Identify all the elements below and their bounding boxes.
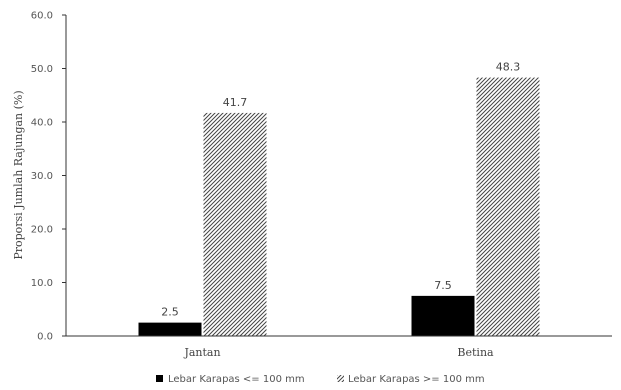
legend-swatch-1 bbox=[156, 375, 163, 382]
data-label: 48.3 bbox=[496, 61, 521, 74]
y-tick-label: 60.0 bbox=[31, 11, 53, 22]
data-label: 41.7 bbox=[223, 96, 248, 109]
bars bbox=[138, 77, 540, 336]
data-labels: 2.5 41.7 7.5 48.3 bbox=[161, 61, 520, 319]
y-tick-label: 10.0 bbox=[31, 278, 53, 289]
y-tick-label: 0.0 bbox=[37, 332, 53, 343]
bar-betina-series-1 bbox=[411, 295, 475, 336]
bar-jantan-series-2 bbox=[203, 112, 267, 336]
bar-jantan-series-1 bbox=[138, 322, 202, 336]
y-axis-label: Proporsi Jumlah Rajungan (%) bbox=[12, 90, 25, 259]
y-axis-ticks: 0.0 10.0 20.0 30.0 40.0 50.0 60.0 bbox=[31, 11, 66, 343]
y-tick-label: 30.0 bbox=[31, 171, 53, 182]
data-label: 7.5 bbox=[434, 279, 452, 292]
y-tick-label: 40.0 bbox=[31, 118, 53, 129]
legend-label-2: Lebar Karapas >= 100 mm bbox=[348, 374, 485, 385]
legend: Lebar Karapas <= 100 mm Lebar Karapas >=… bbox=[156, 374, 485, 385]
data-label: 2.5 bbox=[161, 306, 179, 319]
bar-betina-series-2 bbox=[476, 77, 540, 336]
legend-label-1: Lebar Karapas <= 100 mm bbox=[168, 374, 305, 385]
y-tick-label: 20.0 bbox=[31, 225, 53, 236]
category-label: Jantan bbox=[183, 346, 220, 359]
legend-swatch-2 bbox=[337, 375, 344, 382]
category-label: Betina bbox=[457, 346, 494, 359]
category-labels: Jantan Betina bbox=[183, 346, 494, 359]
y-tick-label: 50.0 bbox=[31, 64, 53, 75]
